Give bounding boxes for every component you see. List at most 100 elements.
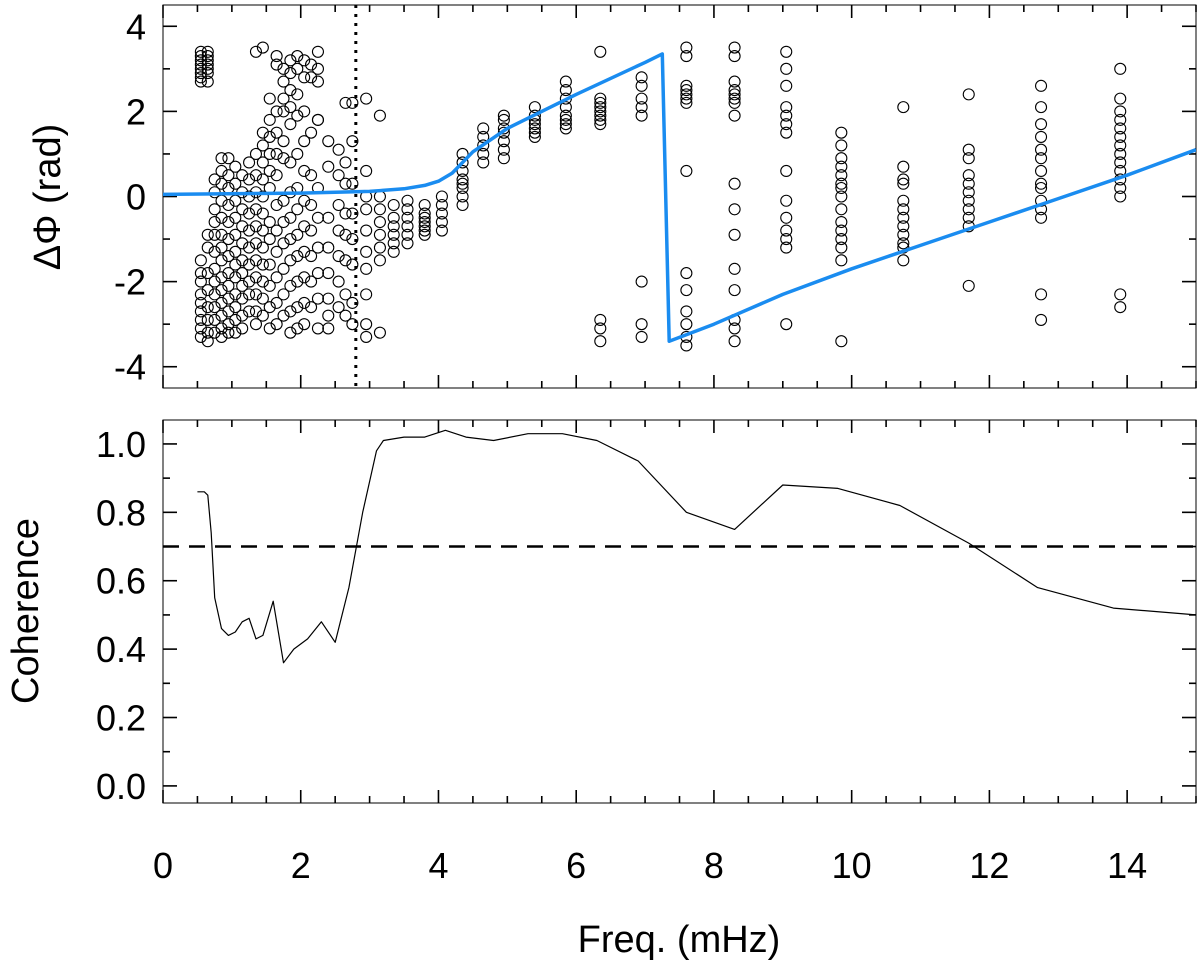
phase-point (215, 284, 228, 297)
phase-point (594, 109, 607, 122)
phase-point (897, 211, 910, 224)
phase-point (780, 109, 793, 122)
phase-point (236, 322, 249, 335)
phase-point (277, 237, 290, 250)
phase-point (291, 228, 304, 241)
phase-point (387, 220, 400, 233)
phase-point (835, 241, 848, 254)
phase-point (298, 220, 311, 233)
phase-point (243, 207, 256, 220)
phase-point (229, 160, 242, 173)
phase-point (194, 305, 207, 318)
phase-point (962, 88, 975, 101)
phase-point (208, 313, 221, 326)
phase-point (284, 54, 297, 67)
phase-point (559, 109, 572, 122)
phase-point (277, 309, 290, 322)
phase-point (339, 156, 352, 169)
phase-point (256, 224, 269, 237)
phase-point (249, 147, 263, 160)
phase-point (594, 92, 607, 105)
phase-point (373, 228, 386, 241)
phase-point (305, 58, 318, 71)
coherence-y-tick-labels: 0.0 0.2 0.4 0.6 0.8 1.0 (96, 424, 146, 807)
phase-point (291, 62, 304, 75)
phase-point (346, 135, 359, 148)
phase-point (270, 318, 283, 331)
phase-panel: -4 -2 0 2 4 ΔΦ (rad) (27, 4, 1197, 389)
phase-point (243, 241, 256, 254)
phase-point (780, 118, 793, 131)
phase-point (201, 54, 214, 67)
phase-point (208, 262, 221, 275)
phase-point (594, 118, 607, 131)
phase-point (332, 250, 345, 263)
phase-point (201, 241, 214, 254)
phase-point (305, 275, 318, 288)
phase-point (194, 75, 207, 88)
phase-point (594, 96, 607, 109)
phase-point (201, 67, 214, 80)
phase-point (1035, 313, 1048, 326)
phase-point (1035, 118, 1048, 131)
phase-point (243, 190, 256, 203)
phase-point (215, 296, 228, 309)
phase-point (1114, 62, 1127, 75)
phase-point (298, 135, 311, 148)
phase-point (243, 173, 256, 186)
phase-point (346, 96, 359, 109)
phase-point (249, 254, 263, 267)
phase-point (277, 262, 290, 275)
phase-point (284, 211, 297, 224)
phase-point (418, 220, 431, 233)
phase-point (305, 169, 318, 182)
phase-point (284, 279, 297, 292)
phase-panel-frame (162, 4, 1197, 389)
phase-point (346, 258, 359, 271)
phase-point (298, 54, 311, 67)
phase-point (435, 207, 448, 220)
coherence-panel-frame (162, 419, 1197, 804)
phase-point (263, 322, 276, 335)
phase-point (477, 139, 490, 152)
phase-point (1035, 177, 1048, 190)
phase-point (305, 250, 318, 263)
phase-point (1114, 113, 1127, 126)
phase-point (263, 258, 276, 271)
phase-point (311, 113, 325, 126)
phase-point (263, 301, 276, 314)
phase-point (298, 105, 311, 118)
phase-point (236, 279, 249, 292)
phase-point (194, 330, 207, 343)
phase-point (243, 288, 256, 301)
phase-point (291, 322, 304, 335)
phase-point (215, 211, 228, 224)
phase-point (728, 284, 741, 297)
x-tick-label: 8 (704, 845, 724, 886)
phase-point (311, 241, 325, 254)
phase-point (277, 62, 290, 75)
y-tick-label: 2 (126, 91, 146, 132)
phase-point (277, 215, 290, 229)
phase-point (291, 109, 304, 122)
phase-point (435, 190, 448, 203)
phase-point (339, 309, 352, 322)
phase-point (322, 135, 335, 148)
phase-point (962, 194, 975, 207)
phase-point (1114, 156, 1127, 169)
phase-point (277, 288, 290, 301)
phase-point (680, 50, 693, 63)
phase-point (418, 198, 431, 212)
phase-point (263, 233, 276, 246)
phase-point (1114, 190, 1127, 203)
phase-point (229, 245, 242, 258)
y-tick-label: -4 (114, 347, 146, 388)
phase-point (477, 147, 490, 160)
phase-point (456, 156, 469, 169)
phase-point (497, 109, 510, 122)
phase-point (322, 322, 335, 335)
phase-point (728, 177, 741, 190)
phase-point (1114, 139, 1127, 152)
phase-point (305, 198, 318, 212)
phase-point (229, 288, 242, 301)
